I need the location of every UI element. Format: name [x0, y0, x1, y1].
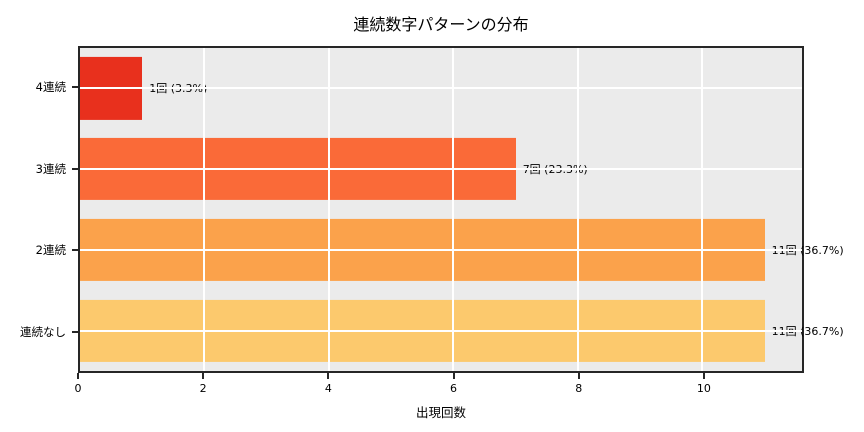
- chart-title: 連続数字パターンの分布: [353, 15, 529, 34]
- bar: [80, 138, 516, 201]
- y-axis: 4連続 3連続 2連続連続なし: [0, 46, 78, 373]
- y-tick-mark: [72, 331, 78, 334]
- x-tick-label: 6: [450, 382, 458, 395]
- bar-value-label: 1回 (3.3%): [149, 82, 208, 96]
- x-tick-mark: [77, 373, 79, 379]
- x-tick-label: 2: [199, 382, 207, 395]
- bar-value-label: 11回 (36.7%): [771, 324, 844, 338]
- x-tick-label: 10: [696, 382, 711, 395]
- y-tick-label: 3連続: [35, 161, 66, 176]
- y-tick-label: 連続なし: [20, 325, 66, 340]
- bar-row: 11回 (36.7%): [80, 210, 844, 291]
- bar-row: 11回 (36.7%): [80, 290, 844, 371]
- bar: [80, 299, 765, 362]
- bars-layer: 1回 (3.3%) 7回 (23.3%) 11回 (36.7%) 11回 (36.7%…: [80, 48, 844, 371]
- bar: [80, 218, 765, 281]
- x-tick-label: 4: [324, 382, 332, 395]
- y-tick-mark: [72, 249, 78, 252]
- bar-value-label: 7回 (23.3%): [522, 163, 588, 177]
- y-tick-mark: [72, 85, 78, 88]
- bar-row: 1回 (3.3%): [80, 48, 802, 129]
- x-tick-mark: [202, 373, 205, 379]
- x-tick-mark: [702, 373, 705, 379]
- y-tick-mark: [72, 167, 78, 170]
- bar: [80, 57, 143, 120]
- y-tick-label: 2連続: [35, 243, 66, 258]
- bar-value-label: 11回 (36.7%): [771, 243, 844, 257]
- y-tick-label: 4連続: [35, 79, 66, 94]
- x-tick-mark: [577, 373, 580, 379]
- plot-area: 1回 (3.3%) 7回 (23.3%) 11回 (36.7%) 11回 (36.7%…: [78, 46, 844, 373]
- x-tick-mark: [327, 373, 330, 379]
- x-axis-title: 出現回数: [415, 405, 466, 420]
- x-tick-mark: [452, 373, 455, 379]
- x-tick-label: 0: [74, 382, 82, 395]
- bar-row: 7回 (23.3%): [80, 129, 802, 210]
- x-tick-label: 8: [575, 382, 583, 395]
- x-axis: 0 2 4 6 8 10: [74, 373, 804, 401]
